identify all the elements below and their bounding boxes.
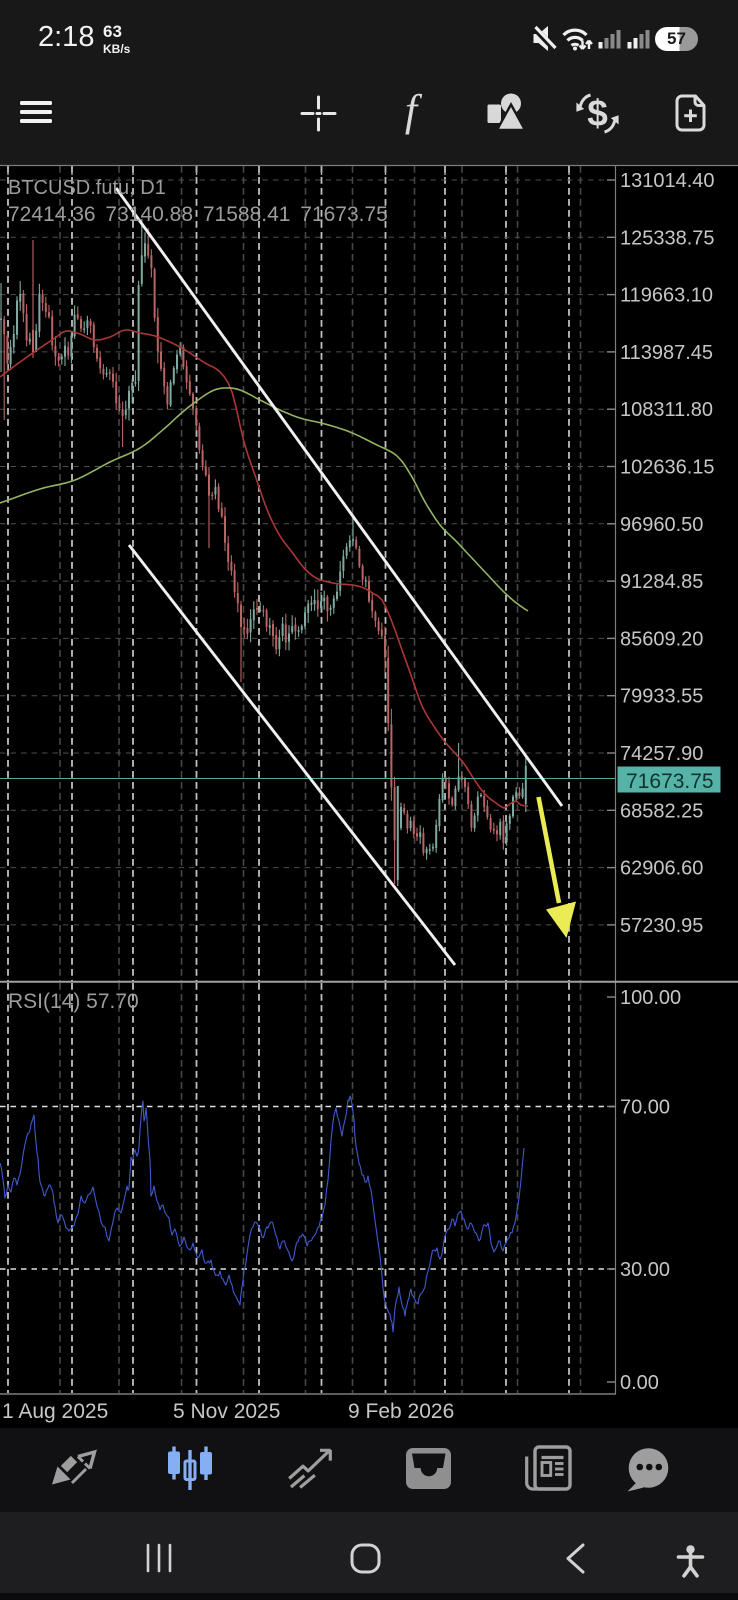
- svg-text:0.00: 0.00: [620, 1372, 659, 1394]
- svg-text:100.00: 100.00: [620, 987, 681, 1009]
- svg-text:RSI(14) 57.70: RSI(14) 57.70: [8, 990, 139, 1013]
- svg-text:68582.25: 68582.25: [620, 800, 703, 822]
- svg-text:30.00: 30.00: [620, 1259, 670, 1281]
- svg-text:$: $: [587, 93, 608, 134]
- svg-text:57230.95: 57230.95: [620, 915, 703, 937]
- svg-text:108311.80: 108311.80: [620, 399, 713, 421]
- svg-text:1 Aug 2025: 1 Aug 2025: [2, 1400, 108, 1423]
- svg-text:74257.90: 74257.90: [620, 743, 703, 765]
- svg-text:102636.15: 102636.15: [620, 457, 715, 479]
- svg-text:72414.36 73140.88 71588.41 716: 72414.36 73140.88 71588.41 71673.75: [8, 203, 388, 226]
- svg-text:71673.75: 71673.75: [626, 770, 714, 793]
- svg-text:131014.40: 131014.40: [620, 170, 715, 192]
- svg-text:9 Feb 2026: 9 Feb 2026: [348, 1400, 454, 1423]
- svg-text:5 Nov 2025: 5 Nov 2025: [173, 1400, 280, 1423]
- svg-text:85609.20: 85609.20: [620, 628, 703, 650]
- svg-text:BTCUSD.futu, D1: BTCUSD.futu, D1: [8, 177, 166, 199]
- svg-text:96960.50: 96960.50: [620, 514, 703, 536]
- svg-text:125338.75: 125338.75: [620, 227, 715, 249]
- svg-text:70.00: 70.00: [620, 1097, 670, 1119]
- svg-text:91284.85: 91284.85: [620, 571, 703, 593]
- svg-text:79933.55: 79933.55: [620, 686, 703, 708]
- svg-text:119663.10: 119663.10: [620, 285, 713, 307]
- svg-text:62906.60: 62906.60: [620, 858, 703, 880]
- svg-text:113987.45: 113987.45: [620, 342, 713, 364]
